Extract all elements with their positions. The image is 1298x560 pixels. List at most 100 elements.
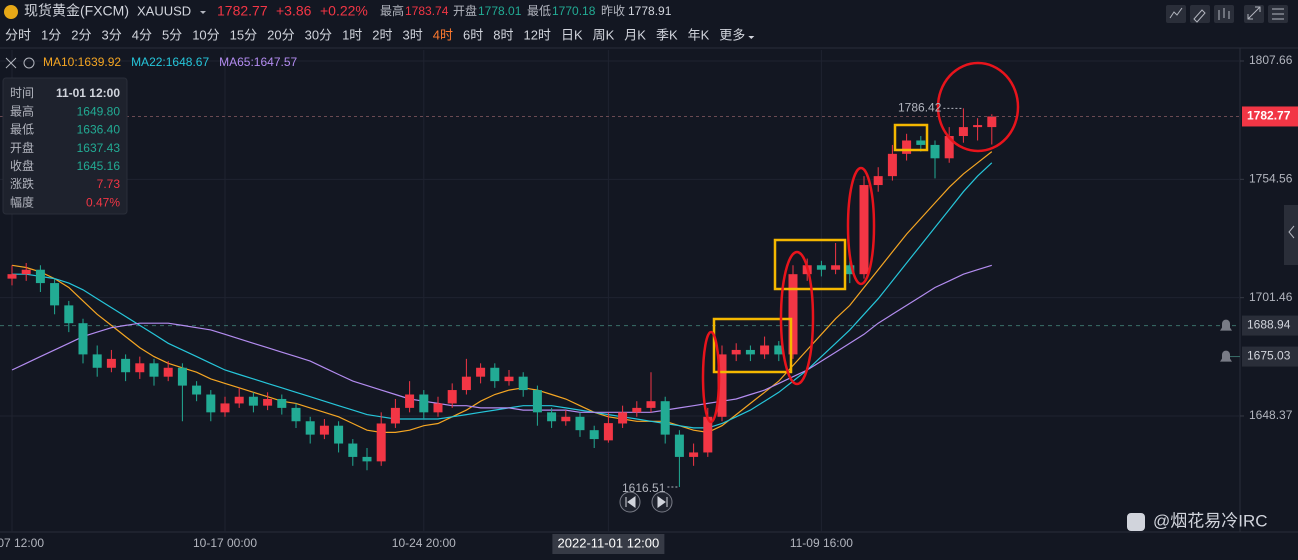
day-high: 1783.74 xyxy=(405,4,449,18)
close-icon[interactable] xyxy=(5,57,17,69)
instrument-name[interactable]: 现货黄金(FXCM) xyxy=(24,3,129,19)
candle-body xyxy=(547,412,557,422)
prev-close: 1778.91 xyxy=(628,4,672,18)
tool-button[interactable] xyxy=(1244,5,1264,23)
interval-button[interactable]: 分时 xyxy=(5,27,31,42)
y-tick-label: 1648.37 xyxy=(1249,408,1293,422)
candle-body xyxy=(177,367,187,386)
candle-body xyxy=(135,363,145,373)
interval-button[interactable]: 2时 xyxy=(372,27,392,42)
settings-icon[interactable] xyxy=(23,57,35,69)
day-open: 1778.01 xyxy=(478,4,522,18)
interval-button[interactable]: 30分 xyxy=(305,27,332,42)
candle-body xyxy=(788,274,798,355)
coin-icon xyxy=(4,5,18,19)
interval-button[interactable]: 1时 xyxy=(342,27,362,42)
y-tick-label: 1701.46 xyxy=(1249,290,1293,304)
candle-body xyxy=(703,416,713,453)
x-tick-label: 2022-11-01 12:00 xyxy=(558,535,660,550)
ma-line xyxy=(11,264,992,413)
day-low: 1770.18 xyxy=(552,4,596,18)
candle-body xyxy=(859,185,869,275)
info-value: 1637.43 xyxy=(77,141,121,155)
candle-body xyxy=(7,274,17,279)
symbol-caret[interactable] xyxy=(200,11,206,14)
alert-badge xyxy=(1242,315,1298,336)
candle-body xyxy=(674,434,684,457)
info-label: 涨跌 xyxy=(10,176,34,191)
x-tick-label: 11-09 16:00 xyxy=(790,536,853,550)
tool-icon xyxy=(1193,9,1206,23)
top-right-tools[interactable] xyxy=(1166,5,1288,23)
candle-body xyxy=(21,269,31,275)
interval-button[interactable]: 10分 xyxy=(192,27,219,42)
watermark-icon xyxy=(1127,513,1145,531)
tool-icon xyxy=(1218,8,1230,20)
candle-body xyxy=(121,358,131,373)
interval-button[interactable]: 周K xyxy=(593,27,615,42)
candle-body xyxy=(419,394,429,413)
x-tick-label: 10-17 00:00 xyxy=(193,536,257,550)
candle-body xyxy=(461,376,471,391)
interval-button[interactable]: 4时 xyxy=(433,27,453,42)
info-value: 0.47% xyxy=(86,195,120,209)
alert-badge xyxy=(1242,346,1298,367)
alert-bell xyxy=(1220,350,1232,362)
candle-body xyxy=(518,376,528,391)
x-tick-label: 10-07 12:00 xyxy=(0,536,44,550)
candle-body xyxy=(248,396,258,406)
box-annotation xyxy=(773,238,847,291)
interval-button[interactable]: 3分 xyxy=(101,27,121,42)
tool-button[interactable] xyxy=(1190,5,1210,23)
play-back-icon xyxy=(625,496,636,508)
info-value: 11-01 12:00 xyxy=(56,86,120,100)
info-label: 开盘 xyxy=(10,140,34,155)
interval-toolbar: 分时 1分 2分 3分 4分 5分 10分 15分 20分 30分 1时 2时 3时 4时 6时 8时 12时日… xyxy=(5,27,755,42)
candle-body xyxy=(603,423,613,441)
max-marker-label: 1786.42 xyxy=(898,101,942,115)
interval-button[interactable]: 更多 xyxy=(719,27,745,42)
candle-body xyxy=(334,425,344,444)
label-low: 最低 xyxy=(527,4,551,18)
info-value: 1645.16 xyxy=(77,159,121,173)
interval-button[interactable]: 日K xyxy=(561,27,583,42)
candle-body xyxy=(319,425,329,435)
candle-body xyxy=(405,394,415,408)
info-panel xyxy=(2,77,128,215)
candle-body xyxy=(291,407,301,422)
ma-line xyxy=(12,162,993,429)
interval-button[interactable]: 6时 xyxy=(463,27,483,42)
playback-controls[interactable] xyxy=(619,491,673,513)
interval-button[interactable]: 3时 xyxy=(403,27,423,42)
candle-body xyxy=(390,407,400,424)
candle-body xyxy=(50,283,60,306)
interval-button[interactable]: 8时 xyxy=(493,27,513,42)
candle-body xyxy=(845,265,855,275)
label-prev-close: 昨收 xyxy=(601,4,625,18)
info-value: 7.73 xyxy=(97,177,121,191)
interval-button[interactable]: 年K xyxy=(688,27,710,42)
alert-label: 1675.03 xyxy=(1247,349,1291,363)
candle-body xyxy=(660,401,670,435)
interval-button[interactable]: 月K xyxy=(624,27,646,42)
info-value: 1649.80 xyxy=(77,104,121,118)
interval-button[interactable]: 1分 xyxy=(41,27,61,42)
candle-body xyxy=(447,390,457,404)
info-rows: 时间 11-01 12:00 最高 1649.80 最低 1636.40 开盘 1637.43… xyxy=(10,86,120,209)
symbol[interactable]: XAUUSD xyxy=(137,3,191,18)
interval-button[interactable]: 季K xyxy=(656,27,678,42)
interval-button[interactable]: 5分 xyxy=(162,27,182,42)
candle-body xyxy=(816,265,826,270)
candle-body xyxy=(64,305,74,324)
crosshair-label-bg xyxy=(552,534,665,554)
interval-button[interactable]: 4分 xyxy=(132,27,152,42)
play-forward-icon xyxy=(657,496,668,508)
interval-button[interactable]: 2分 xyxy=(71,27,91,42)
interval-button[interactable]: 15分 xyxy=(230,27,257,42)
candle-body xyxy=(192,385,202,395)
interval-button[interactable]: 12时 xyxy=(523,27,550,42)
interval-button[interactable]: 20分 xyxy=(267,27,294,42)
legend-entry: MA10:1639.92 xyxy=(43,55,121,69)
candle-body xyxy=(149,363,159,377)
change: +3.86 xyxy=(276,3,312,19)
